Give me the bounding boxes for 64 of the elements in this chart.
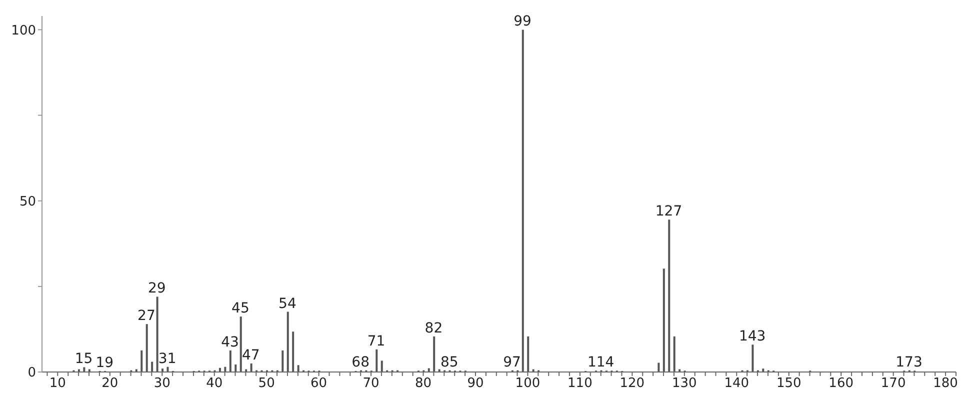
annotation: 127 <box>655 204 682 220</box>
annotation: 47 <box>242 347 260 364</box>
annotation: 71 <box>367 333 386 350</box>
bar <box>151 362 154 372</box>
annotation: 68 <box>352 354 370 370</box>
annotation: 15 <box>74 351 93 368</box>
bar <box>428 368 430 372</box>
bar <box>380 360 383 372</box>
x-tick-label: 40 <box>206 376 223 392</box>
x-tick-label: 150 <box>776 376 802 392</box>
bar <box>673 336 676 372</box>
x-tick-label: 160 <box>828 376 854 392</box>
x-tick-label: 180 <box>933 376 958 392</box>
x-tick-label: 60 <box>310 376 328 392</box>
y-tick-label: 100 <box>11 23 36 38</box>
annotation: 29 <box>148 280 166 297</box>
bar <box>297 365 300 372</box>
annotation: 97 <box>503 354 521 370</box>
annotation: 43 <box>221 334 239 350</box>
x-tick-label: 70 <box>362 376 380 392</box>
x-tick-label: 90 <box>467 376 484 392</box>
x-tick-label: 10 <box>49 376 66 392</box>
x-tick-label: 120 <box>620 376 645 392</box>
y-tick-label: 50 <box>19 194 36 210</box>
bar <box>433 336 436 372</box>
annotation: 31 <box>158 350 176 367</box>
bar <box>83 367 86 372</box>
bar <box>286 312 289 372</box>
bar <box>658 362 660 372</box>
bar <box>229 350 232 372</box>
annotation: 143 <box>738 328 766 345</box>
annotation: 27 <box>138 308 156 324</box>
bar <box>752 344 754 372</box>
x-tick-label: 50 <box>258 376 275 392</box>
x-tick-label: 140 <box>724 376 750 392</box>
bar <box>234 364 237 372</box>
annotation: 99 <box>514 14 532 30</box>
bar <box>146 324 148 372</box>
x-tick-label: 170 <box>880 376 906 392</box>
bar <box>282 350 284 372</box>
annotation: 54 <box>278 296 296 312</box>
y-tick-label: 0 <box>28 366 36 381</box>
annotation: 19 <box>96 354 114 371</box>
x-tick-label: 20 <box>102 376 118 392</box>
bar <box>662 268 665 372</box>
x-tick-label: 110 <box>568 376 592 392</box>
bar <box>250 363 252 372</box>
x-tick-label: 100 <box>515 376 540 392</box>
bar <box>522 30 524 372</box>
bar <box>292 332 294 372</box>
annotation: 173 <box>896 354 922 370</box>
bar <box>156 296 158 372</box>
x-tick-label: 130 <box>672 376 697 392</box>
bar <box>240 316 242 372</box>
annotation: 114 <box>587 354 614 370</box>
annotation: 45 <box>232 300 250 317</box>
x-tick-label: 30 <box>154 376 170 392</box>
x-tick-label: 80 <box>414 376 432 392</box>
annotation: 82 <box>424 320 443 336</box>
bar <box>668 220 670 372</box>
bar <box>527 336 530 372</box>
annotation: 85 <box>440 354 458 370</box>
bar <box>140 350 143 372</box>
bar <box>376 349 378 372</box>
